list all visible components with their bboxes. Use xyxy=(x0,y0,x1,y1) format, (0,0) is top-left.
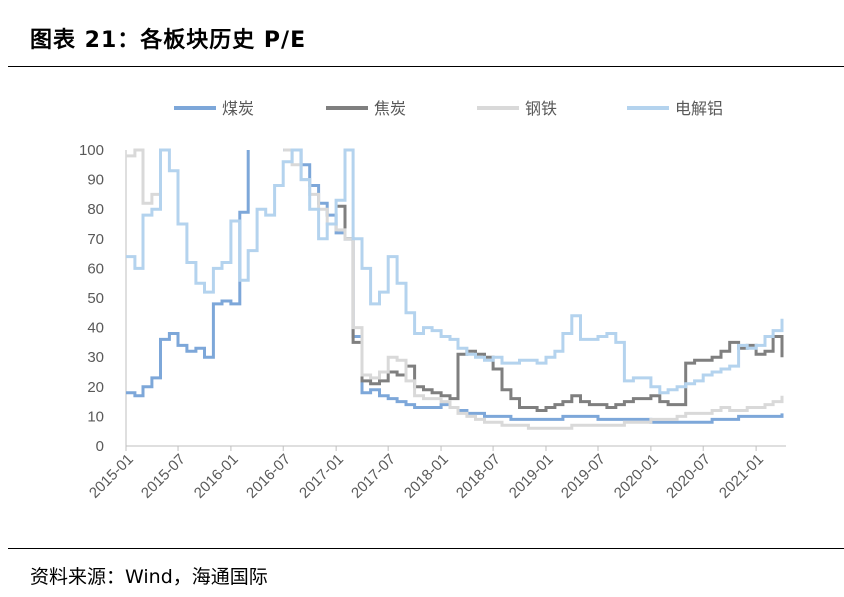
legend-label: 焦炭 xyxy=(374,99,406,118)
series-line-1 xyxy=(126,148,784,424)
source-note: 资料来源：Wind，海通国际 xyxy=(30,566,268,588)
series-line-4 xyxy=(126,148,784,395)
y-tick-label: 40 xyxy=(87,320,104,337)
x-tick-label: 2019-07 xyxy=(558,451,609,502)
y-tick-label: 20 xyxy=(87,379,104,396)
x-tick-label: 2016-01 xyxy=(191,451,242,502)
x-tick-label: 2015-01 xyxy=(86,451,137,502)
x-tick-label: 2017-01 xyxy=(296,451,347,502)
x-tick-label: 2019-01 xyxy=(506,451,557,502)
x-tick-label: 2016-07 xyxy=(243,451,294,502)
x-tick-label: 2017-07 xyxy=(348,451,399,502)
x-tick-label: 2020-07 xyxy=(663,451,714,502)
x-tick-label: 2018-01 xyxy=(401,451,452,502)
y-tick-label: 80 xyxy=(87,201,104,218)
y-tick-label: 10 xyxy=(87,408,104,425)
x-tick-label: 2020-01 xyxy=(611,451,662,502)
page-title: 图表 21：各板块历史 P/E xyxy=(30,28,307,53)
chart-legend: 煤炭 焦炭 钢铁 电解铝 xyxy=(174,99,723,118)
top-rule xyxy=(8,66,844,67)
legend-label: 钢铁 xyxy=(525,99,557,118)
legend-label: 煤炭 xyxy=(222,99,254,118)
y-tick-label: 50 xyxy=(87,290,104,307)
y-tick-label: 100 xyxy=(79,142,104,159)
y-tick-label: 70 xyxy=(87,231,104,248)
y-tick-label: 0 xyxy=(96,438,104,455)
y-tick-label: 90 xyxy=(87,172,104,189)
x-tick-label: 2018-07 xyxy=(453,451,504,502)
legend-label: 电解铝 xyxy=(675,99,723,118)
series-line-2 xyxy=(336,204,784,412)
y-axis: 0 10 20 30 40 50 60 70 80 90 100 xyxy=(79,142,127,455)
x-axis: 2015-01 2015-07 2016-01 2016-07 2017-01 2017-… xyxy=(86,445,786,502)
y-tick-label: 30 xyxy=(87,349,104,366)
x-tick-label: 2021-01 xyxy=(716,451,767,502)
y-tick-label: 60 xyxy=(87,260,104,277)
x-tick-label: 2015-07 xyxy=(138,451,189,502)
chart-series xyxy=(126,148,784,430)
pe-line-chart: 煤炭 焦炭 钢铁 电解铝 0 10 20 30 40 50 60 70 80 90 100 2015-01… xyxy=(79,99,786,502)
bottom-rule xyxy=(8,548,844,549)
series-line-3 xyxy=(126,148,784,430)
